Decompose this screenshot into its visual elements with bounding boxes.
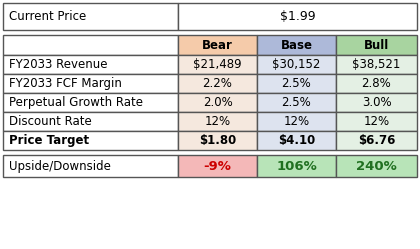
Text: -9%: -9% — [204, 160, 231, 173]
Text: $4.10: $4.10 — [278, 134, 315, 147]
Text: $21,489: $21,489 — [193, 58, 242, 71]
Bar — [178, 55, 257, 74]
Bar — [178, 74, 257, 93]
Text: Base: Base — [281, 39, 312, 52]
Text: $1.99: $1.99 — [280, 10, 315, 23]
Bar — [257, 55, 336, 74]
Bar — [257, 74, 336, 93]
Bar — [3, 35, 178, 55]
Bar — [336, 131, 417, 150]
Bar — [3, 55, 178, 74]
Text: Discount Rate: Discount Rate — [9, 115, 92, 128]
Bar — [336, 155, 417, 177]
Bar — [3, 3, 178, 30]
Bar — [336, 35, 417, 55]
Bar — [178, 155, 257, 177]
Text: 240%: 240% — [356, 160, 397, 173]
Text: 2.8%: 2.8% — [362, 77, 391, 90]
Bar — [178, 131, 257, 150]
Text: Upside/Downside: Upside/Downside — [9, 160, 111, 173]
Bar — [178, 112, 257, 131]
Text: $6.76: $6.76 — [358, 134, 395, 147]
Bar — [257, 93, 336, 112]
Text: Price Target: Price Target — [9, 134, 89, 147]
Bar — [3, 93, 178, 112]
Bar — [257, 155, 336, 177]
Bar — [336, 74, 417, 93]
Bar — [178, 93, 257, 112]
Bar — [336, 112, 417, 131]
Text: 2.0%: 2.0% — [202, 96, 232, 109]
Text: 106%: 106% — [276, 160, 317, 173]
Bar — [3, 131, 178, 150]
Text: 12%: 12% — [205, 115, 231, 128]
Text: $38,521: $38,521 — [352, 58, 401, 71]
Bar — [3, 74, 178, 93]
Bar — [3, 155, 178, 177]
Bar — [336, 55, 417, 74]
Text: Bear: Bear — [202, 39, 233, 52]
Text: 12%: 12% — [284, 115, 310, 128]
Text: 3.0%: 3.0% — [362, 96, 391, 109]
Text: 2.5%: 2.5% — [282, 96, 311, 109]
Text: 12%: 12% — [363, 115, 390, 128]
Bar — [178, 35, 257, 55]
Text: Current Price: Current Price — [9, 10, 86, 23]
Bar — [3, 112, 178, 131]
Text: 2.2%: 2.2% — [202, 77, 232, 90]
Text: 2.5%: 2.5% — [282, 77, 311, 90]
Bar — [257, 35, 336, 55]
Bar — [257, 112, 336, 131]
Text: FY2033 Revenue: FY2033 Revenue — [9, 58, 108, 71]
Bar — [336, 93, 417, 112]
Text: Bull: Bull — [364, 39, 389, 52]
Text: $30,152: $30,152 — [272, 58, 321, 71]
Text: FY2033 FCF Margin: FY2033 FCF Margin — [9, 77, 122, 90]
Bar — [178, 3, 417, 30]
Text: Perpetual Growth Rate: Perpetual Growth Rate — [9, 96, 143, 109]
Text: $1.80: $1.80 — [199, 134, 236, 147]
Bar — [257, 131, 336, 150]
